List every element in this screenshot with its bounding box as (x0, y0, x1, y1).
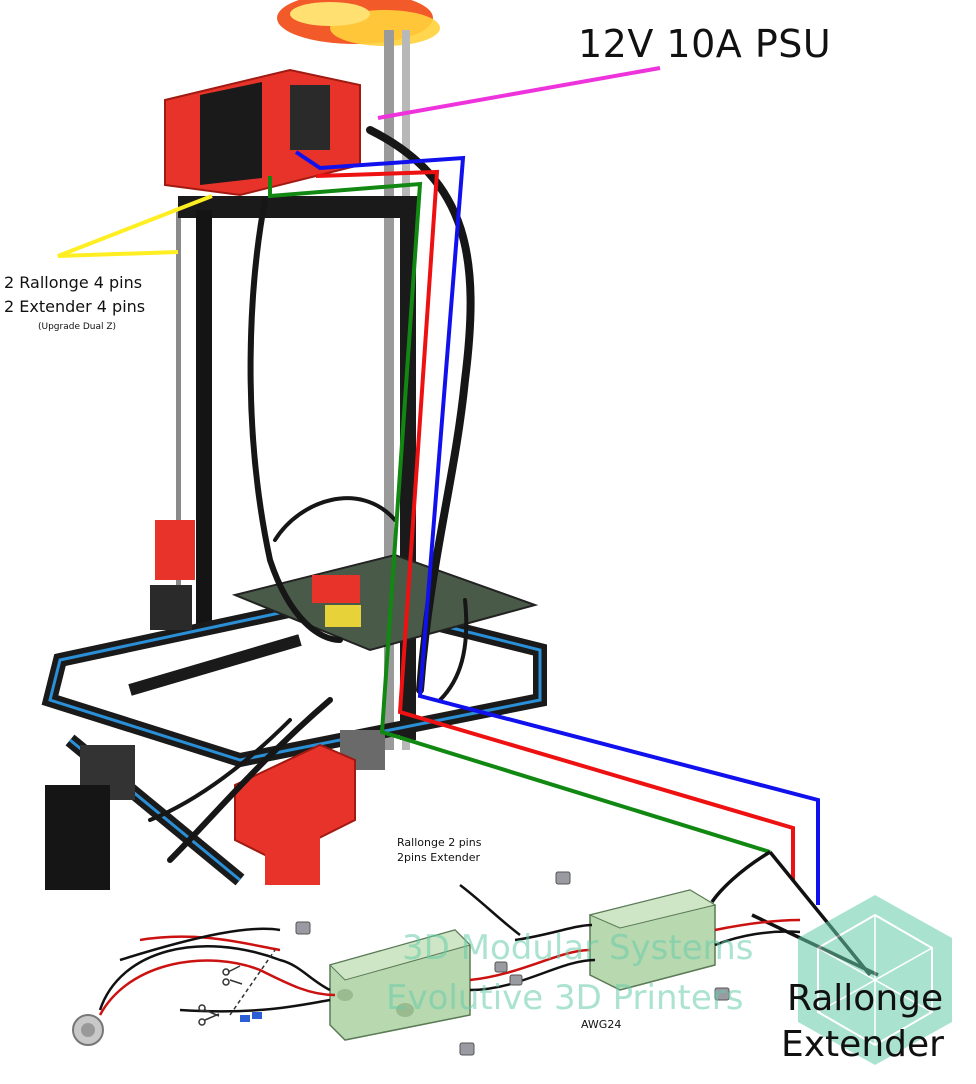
rallonge-label: Rallonge (787, 978, 944, 1019)
extender-label: Extender (781, 1024, 944, 1065)
watermark-line2: Evolutive 3D Printers (386, 978, 744, 1018)
connector-box-right (588, 889, 717, 991)
green-wire (268, 176, 771, 854)
colored-wires (57, 66, 820, 905)
awg-label: AWG24 (581, 1018, 622, 1031)
two-pin-label-line1: Rallonge 2 pins (397, 836, 482, 849)
connector-box-left (329, 929, 471, 1041)
thin-wires (98, 884, 801, 1016)
terminal-ends (240, 1012, 262, 1022)
blue-wire (294, 150, 820, 905)
watermark-line1: 3D Modular Systems (402, 928, 754, 968)
z-cables-label-line1: 2 Rallonge 4 pins (4, 273, 143, 292)
filament-spool (277, 0, 440, 46)
round-plug (72, 1014, 104, 1046)
yellow-pointer (57, 194, 213, 258)
cable-bundles (148, 126, 475, 863)
heated-bed (231, 553, 539, 652)
two-pin-label-line2: 2pins Extender (397, 851, 481, 864)
watermark-logo (798, 895, 952, 1065)
scissors-icon (198, 949, 276, 1026)
psu-wire (377, 66, 661, 120)
stepper-motors (45, 520, 385, 890)
psu-label: 12V 10A PSU (578, 22, 832, 66)
screws (295, 871, 730, 1056)
electronics-box (164, 68, 361, 197)
z-cables-note: (Upgrade Dual Z) (38, 322, 117, 332)
red-wire (315, 169, 795, 880)
z-cables-label-line2: 2 Extender 4 pins (4, 297, 146, 316)
extruder (234, 743, 356, 885)
